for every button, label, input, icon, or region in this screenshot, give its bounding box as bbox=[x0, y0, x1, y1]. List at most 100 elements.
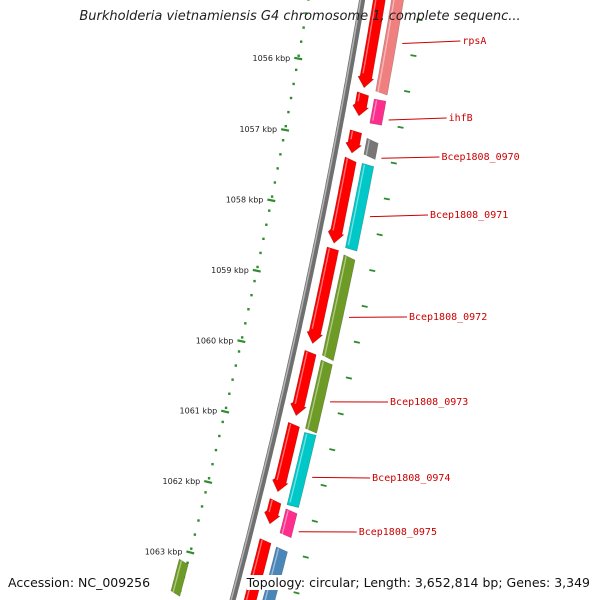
cds-arrow bbox=[290, 349, 317, 417]
cds-arrow bbox=[352, 91, 370, 117]
gene-Bcep1808_0971-shine bbox=[347, 164, 366, 246]
gene-label-Bcep1808_0974: Bcep1808_0974 bbox=[372, 473, 450, 484]
inner-tick bbox=[329, 448, 336, 452]
scale-dot bbox=[268, 209, 271, 212]
map-title: Burkholderia vietnamiensis G4 chromosome… bbox=[79, 9, 521, 24]
inner-tick bbox=[302, 555, 309, 559]
scale-dot bbox=[262, 237, 265, 241]
inner-tick bbox=[403, 90, 411, 93]
kbp-label: 1059 kbp bbox=[211, 266, 249, 275]
cds-arrow bbox=[327, 156, 357, 244]
scale-dot bbox=[190, 547, 193, 550]
cds-arrow-shine bbox=[311, 248, 331, 329]
scale-dot bbox=[292, 82, 295, 86]
scale-dot bbox=[302, 26, 305, 29]
inner-tick bbox=[293, 591, 300, 595]
cds-arrow bbox=[272, 421, 300, 493]
gene-ihfB bbox=[369, 98, 387, 126]
scale-dot bbox=[299, 40, 303, 43]
gene-Bcep1808_0971 bbox=[345, 162, 375, 252]
gene-Bcep1808_0970-shine bbox=[365, 139, 370, 156]
feature-track bbox=[170, 0, 404, 600]
inner-tick bbox=[416, 18, 423, 22]
scale-dot bbox=[270, 195, 274, 198]
scale-dot bbox=[256, 265, 259, 269]
kbp-tick bbox=[220, 409, 230, 414]
label-layer: rpsA ihfB Bcep1808_0970 Bcep1808_0971 Bcep18… bbox=[298, 36, 520, 538]
cds-arrow bbox=[264, 497, 282, 525]
scale-dot bbox=[200, 505, 204, 508]
kbp-tick bbox=[203, 479, 213, 485]
cds-arrow-shine bbox=[276, 423, 292, 481]
gene-label-Bcep1808_0973: Bcep1808_0973 bbox=[390, 397, 468, 408]
backbone-highlight bbox=[230, 0, 362, 600]
scale-dot bbox=[259, 251, 262, 255]
gene-Bcep1808_0972-shine bbox=[323, 256, 347, 357]
gene-ihfB-shine bbox=[372, 100, 378, 121]
scale-dot bbox=[197, 519, 200, 522]
kbp-label: 1056 kbp bbox=[253, 54, 291, 63]
scale-dot bbox=[204, 491, 207, 494]
scale-dot bbox=[211, 462, 214, 466]
gene-Bcep1808_0974-shine bbox=[289, 433, 308, 503]
kbp-label: 1058 kbp bbox=[226, 196, 264, 205]
inner-tick bbox=[410, 54, 417, 58]
scale-dot bbox=[287, 110, 290, 114]
cds-arrow bbox=[345, 129, 363, 154]
cds-arrow-shine bbox=[332, 158, 348, 231]
scale-dot bbox=[218, 434, 221, 438]
scale-dot bbox=[281, 139, 285, 142]
inner-tick bbox=[361, 304, 368, 308]
scale-dot bbox=[253, 279, 256, 283]
label-leader bbox=[312, 476, 371, 479]
cds-arrow-shine bbox=[294, 351, 308, 404]
label-leader bbox=[402, 40, 461, 44]
gene-Bcep1808_0972 bbox=[321, 254, 356, 362]
kbp-tick bbox=[280, 128, 290, 132]
inner-tick bbox=[337, 412, 344, 416]
kbp-tick bbox=[252, 268, 261, 273]
inner-tick bbox=[345, 376, 353, 380]
scale-dot bbox=[279, 153, 282, 156]
tick-track: 1056 kbp 1057 kbp 1058 kbp 1059 kbp 1060 kbp… bbox=[145, 0, 423, 595]
gene-label-Bcep1808_0970: Bcep1808_0970 bbox=[441, 152, 519, 163]
scale-dot bbox=[265, 223, 268, 226]
inner-tick bbox=[390, 161, 397, 165]
label-leader bbox=[381, 156, 440, 159]
inner-tick bbox=[376, 233, 383, 237]
scale-dot bbox=[250, 293, 253, 297]
scale-dot bbox=[237, 350, 241, 353]
scale-dot bbox=[186, 561, 189, 564]
kbp-tick bbox=[237, 339, 246, 344]
gene-Bcep1808_0970 bbox=[363, 137, 379, 160]
inner-tick bbox=[383, 197, 390, 201]
gene-Bcep1808_0973-shine bbox=[306, 361, 324, 431]
kbp-label: 1062 kbp bbox=[163, 477, 201, 486]
scale-dot bbox=[276, 167, 279, 170]
scale-dot bbox=[240, 336, 244, 339]
scale-dot bbox=[297, 54, 300, 57]
scale-dot bbox=[214, 448, 218, 452]
scale-dot bbox=[234, 364, 238, 367]
kbp-tick bbox=[186, 550, 195, 555]
scale-dot bbox=[273, 181, 277, 184]
gene-label-rpsA: rpsA bbox=[462, 36, 486, 47]
gene-rpsA-shine bbox=[377, 0, 395, 93]
inner-tick bbox=[353, 340, 361, 344]
kbp-tick bbox=[267, 198, 276, 203]
gene-Bcep1808_0973 bbox=[305, 359, 333, 434]
scale-dot bbox=[228, 392, 231, 395]
gene-label-ihfB: ihfB bbox=[449, 113, 473, 124]
kbp-label: 1063 kbp bbox=[145, 547, 183, 556]
label-leader bbox=[369, 214, 429, 218]
scale-dot bbox=[244, 322, 247, 325]
cds-arrow-shine bbox=[268, 499, 273, 513]
scale-dot bbox=[304, 12, 308, 15]
gene-Bcep1808_0975 bbox=[279, 508, 298, 539]
cds-arrow-shine bbox=[350, 131, 354, 140]
scale-dot bbox=[289, 96, 293, 100]
chromosome-backbone bbox=[229, 0, 366, 600]
inner-tick bbox=[311, 519, 318, 523]
kbp-label: 1057 kbp bbox=[239, 125, 277, 134]
scale-dot bbox=[231, 378, 234, 381]
